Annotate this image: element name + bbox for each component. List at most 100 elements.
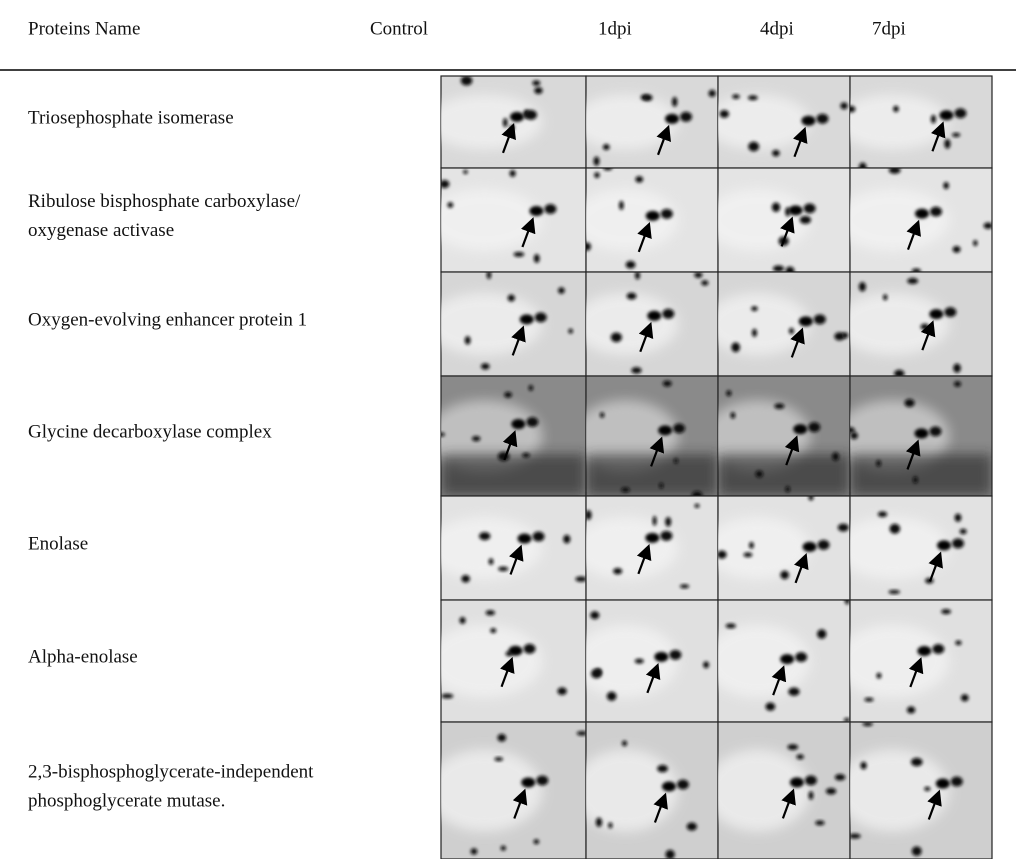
- gel-image: [849, 375, 993, 497]
- gel-content: [586, 380, 718, 496]
- target-spot: [808, 422, 821, 433]
- arrow: [794, 553, 809, 584]
- arrow: [500, 656, 515, 688]
- gel-spot: [748, 141, 760, 152]
- column-header: Proteins Name: [28, 18, 140, 39]
- target-spot: [523, 643, 536, 654]
- gel-content: [718, 496, 849, 584]
- gel-haze: [586, 94, 679, 150]
- gel-spot: [479, 532, 491, 541]
- gel-spot: [749, 541, 754, 549]
- gel-spot: [494, 757, 504, 762]
- target-spot: [645, 210, 660, 221]
- gel-spot: [599, 412, 605, 418]
- gel-spot: [910, 757, 923, 767]
- arrow: [502, 430, 518, 461]
- arrow: [649, 436, 665, 467]
- arrow: [636, 543, 652, 575]
- gel-haze: [850, 624, 950, 698]
- gel-haze: [441, 516, 543, 580]
- arrow: [501, 122, 516, 154]
- gel-spot: [502, 117, 508, 128]
- target-spot: [795, 652, 808, 663]
- target-spot: [789, 777, 804, 788]
- gel-spot: [694, 503, 700, 508]
- gel-smear: [586, 454, 718, 496]
- target-spot: [519, 314, 534, 325]
- gel-haze: [441, 749, 543, 832]
- gel-spot: [504, 391, 513, 398]
- gel-haze: [850, 292, 950, 356]
- gel-spot: [944, 138, 951, 149]
- gel-spot: [621, 487, 630, 493]
- gel-spot: [593, 156, 600, 166]
- gel-content: [586, 503, 700, 589]
- gel-content: [586, 611, 710, 701]
- gel-spot: [943, 181, 949, 190]
- gel-content: [441, 610, 567, 699]
- gel-spot: [594, 172, 600, 179]
- gel-image: [717, 599, 851, 723]
- gel-spot: [590, 668, 602, 679]
- target-spot: [521, 777, 536, 788]
- gel-spot: [930, 114, 936, 124]
- gel-haze: [586, 749, 679, 832]
- gel-smear: [441, 454, 586, 496]
- gel-spot: [959, 528, 967, 535]
- gel-content: [718, 292, 849, 358]
- gel-spot: [955, 640, 962, 646]
- target-spot: [654, 651, 669, 662]
- gel-spot: [460, 76, 473, 86]
- gel-haze: [441, 624, 543, 698]
- gel-spot: [772, 149, 780, 157]
- arrow: [930, 121, 946, 152]
- gel-spot: [634, 272, 640, 280]
- gel-spot: [488, 558, 494, 565]
- arrow: [512, 788, 528, 819]
- gel-spot: [906, 706, 916, 714]
- gel-spot: [576, 731, 586, 736]
- target-spot: [525, 109, 538, 120]
- gel-spot: [634, 658, 644, 664]
- gel-spot: [953, 363, 961, 373]
- gel-spot: [625, 260, 636, 269]
- gel-haze: [586, 292, 679, 356]
- gel-haze: [850, 94, 950, 150]
- target-spot: [939, 110, 954, 121]
- gel-spot: [590, 611, 600, 620]
- gel-image: [440, 375, 587, 497]
- gel-spot: [815, 820, 825, 826]
- target-spot: [813, 314, 826, 325]
- gel-spot: [904, 398, 915, 408]
- gel-spot: [464, 336, 471, 345]
- gel-image: [717, 271, 851, 377]
- gel-spot: [703, 661, 710, 669]
- target-spot: [511, 419, 526, 430]
- gel-image: [849, 599, 993, 723]
- arrow: [927, 789, 942, 820]
- gel-spot: [825, 787, 837, 795]
- gel-spot: [799, 215, 812, 224]
- arrow: [905, 439, 921, 470]
- target-spot: [914, 428, 929, 439]
- gel-spot: [480, 363, 490, 370]
- arrow: [771, 665, 787, 696]
- gel-spot: [533, 253, 540, 263]
- gel-content: [441, 169, 557, 263]
- gel-content: [586, 89, 716, 166]
- gel-spot: [841, 332, 849, 339]
- target-spot: [937, 540, 952, 551]
- target-spot: [510, 111, 525, 122]
- gel-spot: [911, 846, 922, 856]
- arrow: [906, 219, 921, 251]
- target-spot: [804, 775, 817, 786]
- gel-spot: [563, 534, 571, 544]
- gel-spot: [586, 242, 591, 251]
- target-spot: [929, 309, 944, 320]
- gel-spot: [893, 369, 905, 376]
- gel-image: [849, 75, 993, 169]
- gel-spot: [796, 754, 804, 760]
- gel-content: [718, 188, 816, 272]
- gel-haze: [718, 292, 811, 356]
